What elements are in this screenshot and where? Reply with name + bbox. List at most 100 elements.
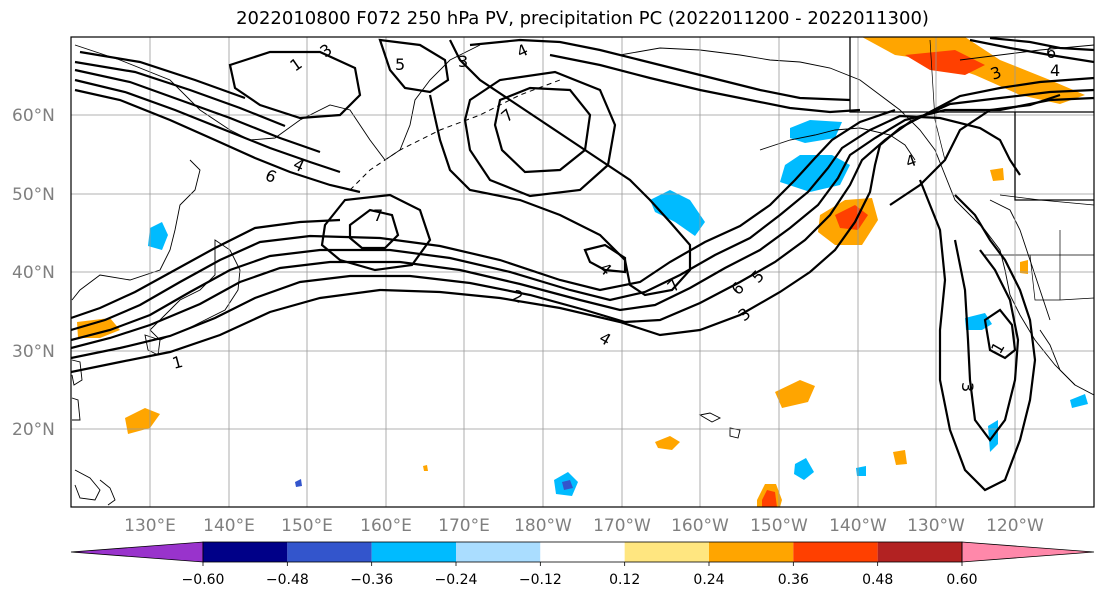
positive-precip-blob (423, 465, 428, 471)
pv-contour-polar-5 (79, 50, 246, 100)
negative-precip-blob (295, 479, 302, 487)
negative-precip-blob (856, 466, 866, 476)
pv-contour-5 (71, 108, 896, 332)
colorbar-frame (202, 541, 963, 563)
pv-label: 5 (395, 55, 405, 74)
pv-contour-upper (469, 38, 851, 102)
colorbar-tick-label: 0.60 (946, 572, 977, 588)
colorbar-segment (371, 542, 456, 562)
negative-precip-blob (794, 458, 814, 480)
coastlines (71, 44, 1094, 506)
pv-contour-northeast (969, 38, 1094, 64)
pv-contour-small-loop (348, 208, 400, 250)
positive-precip-blob (775, 380, 815, 408)
pv-label: 6 (727, 278, 748, 299)
colorbar-segment (70, 541, 204, 563)
lat-label: 50°N (12, 185, 55, 205)
lon-label: 180°W (514, 516, 572, 536)
strong-positive-precip-blob (905, 50, 985, 75)
lat-label: 60°N (12, 106, 55, 126)
lat-label: 20°N (12, 420, 55, 440)
negative-precip-blob (650, 190, 705, 236)
lon-label: 170°E (438, 516, 490, 536)
colorbar-tick-label: −0.24 (435, 572, 478, 588)
lon-label: 140°W (829, 516, 887, 536)
positive-precip-blob (77, 318, 120, 338)
pv-label: 7 (373, 206, 383, 225)
lon-label: 170°W (593, 516, 651, 536)
region-box (849, 37, 1094, 201)
pv-contour-cutoff (493, 86, 592, 174)
negative-precip-blob (1070, 394, 1088, 408)
pv-contour-polar-1 (74, 88, 361, 194)
pv-contour-polar-4 (74, 60, 286, 128)
positive-precip-blob (655, 436, 680, 450)
lat-label: 30°N (12, 342, 55, 362)
pv-contour-loop (378, 38, 450, 94)
colorbar-tick-label: 0.36 (778, 572, 809, 588)
pv-label: 1 (170, 352, 185, 373)
colorbar-tick-label: 0.12 (609, 572, 640, 588)
colorbar-tick-label: 0.24 (693, 572, 724, 588)
lon-label: 120°W (986, 516, 1044, 536)
colorbar-segment (540, 542, 625, 562)
pv-label: 4 (1050, 61, 1060, 80)
colorbar-tick-label: 0.48 (862, 572, 893, 588)
pv-contour-northeast-2 (989, 37, 1094, 52)
pv-label: 2 (510, 286, 526, 307)
colorbar: −0.60 −0.48 −0.36 −0.24 −0.12 0.12 0.24 0.36 0.4… (70, 541, 1095, 588)
colorbar-tick-label: −0.60 (182, 572, 225, 588)
colorbar-segment (877, 542, 962, 562)
pv-contour-polar-2 (74, 78, 341, 174)
pv-label: 3 (734, 304, 754, 325)
colorbar-tick-label: −0.12 (519, 572, 562, 588)
pv-contour-east-trough (918, 179, 1037, 492)
map-title: 2022010800 F072 250 hPa PV, precipitatio… (236, 8, 929, 29)
positive-precip-blob (990, 168, 1004, 181)
pv-contour-loop (228, 50, 362, 120)
lon-label: 130°W (907, 516, 965, 536)
pv-contour-trough (428, 39, 692, 297)
colorbar-tick-label: −0.48 (266, 572, 309, 588)
negative-precip-blob (965, 313, 992, 330)
pv-label: 6 (1046, 43, 1056, 62)
colorbar-segment (961, 541, 1095, 563)
pv-label: 3 (958, 382, 977, 392)
latitude-labels: 60°N 50°N 40°N 30°N 20°N (12, 106, 55, 440)
lon-label: 160°E (360, 516, 412, 536)
gridlines (71, 37, 1094, 507)
pv-contour-east-trough-inner (953, 239, 1020, 442)
pv-contour-upper-2 (549, 53, 861, 114)
colorbar-segment (624, 542, 709, 562)
colorbar-segment (203, 542, 288, 562)
pv-label: 4 (290, 154, 307, 176)
negative-precip-blob (148, 222, 168, 250)
lon-label: 130°E (124, 516, 176, 536)
pv-label: 5 (747, 266, 768, 287)
pv-label: 1 (987, 339, 1009, 357)
pv-contour-3 (71, 96, 1094, 350)
positive-precip-blob (1020, 260, 1028, 274)
pv-contours (71, 37, 1094, 492)
colorbar-segment (793, 542, 878, 562)
pv-contour-polar-3 (74, 68, 321, 154)
negative-precip-blob (780, 155, 850, 192)
map-frame (70, 36, 1095, 508)
strong-positive-precip-blob (762, 490, 777, 507)
lon-label: 160°W (671, 516, 729, 536)
positive-precip-blob (893, 450, 907, 465)
date-line (349, 79, 561, 191)
pv-contour-trough-inner (583, 243, 627, 274)
colorbar-segment (287, 542, 372, 562)
pv-contour-cutoff-outer (463, 70, 617, 198)
pv-contour-labels: 1 2 4 4 6 4 1 3 5 3 4 7 7 7 6 5 3 4 3 1 … (170, 40, 1060, 392)
strong-negative-precip-blob (562, 480, 573, 490)
pv-contour-east-ridge (889, 93, 1061, 206)
pv-label: 4 (903, 150, 919, 171)
pv-label: 3 (458, 52, 468, 71)
lon-label: 140°E (203, 516, 255, 536)
colorbar-segment (709, 542, 794, 562)
pv-label: 4 (596, 328, 614, 350)
colorbar-tick-label: −0.36 (350, 572, 393, 588)
